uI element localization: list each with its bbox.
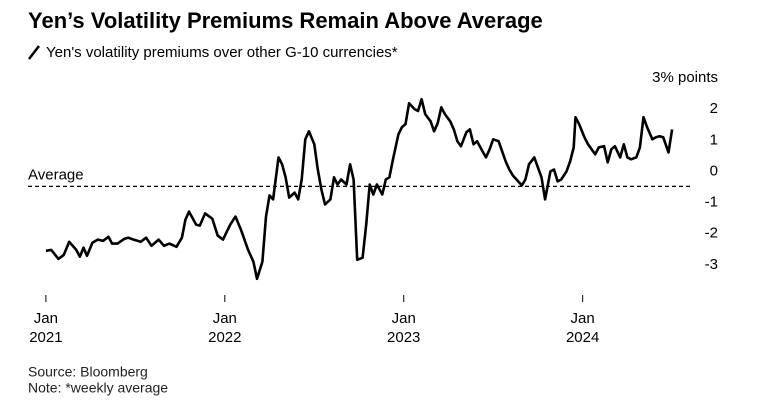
x-tick-label: Jan 2024: [566, 310, 599, 346]
y-tick-label: 0: [710, 162, 718, 179]
chart-title: Yen’s Volatility Premiums Remain Above A…: [28, 8, 543, 33]
source: Source: Bloomberg: [28, 364, 148, 380]
legend-swatch: [28, 45, 40, 60]
y-tick-label: 2: [710, 100, 718, 117]
x-tick-label: Jan 2021: [29, 310, 62, 346]
x-tick-label: Jan 2023: [387, 310, 420, 346]
data-line: [45, 97, 674, 281]
average-label: Average: [28, 166, 84, 183]
y-tick-label: -3: [705, 256, 718, 273]
note: Note: *weekly average: [28, 380, 168, 396]
legend-label: Yen's volatility premiums over other G-1…: [46, 44, 398, 61]
y-tick-label: -2: [705, 225, 718, 242]
y-tick-label: -1: [705, 194, 718, 211]
y-tick-label: 1: [710, 131, 718, 148]
y-tick-label: 3% points: [652, 69, 718, 86]
x-tick-label: Jan 2022: [208, 310, 241, 346]
